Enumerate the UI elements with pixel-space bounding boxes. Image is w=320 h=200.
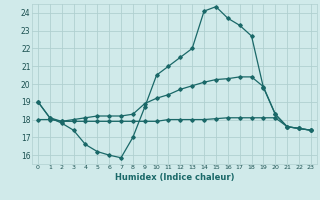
X-axis label: Humidex (Indice chaleur): Humidex (Indice chaleur) (115, 173, 234, 182)
